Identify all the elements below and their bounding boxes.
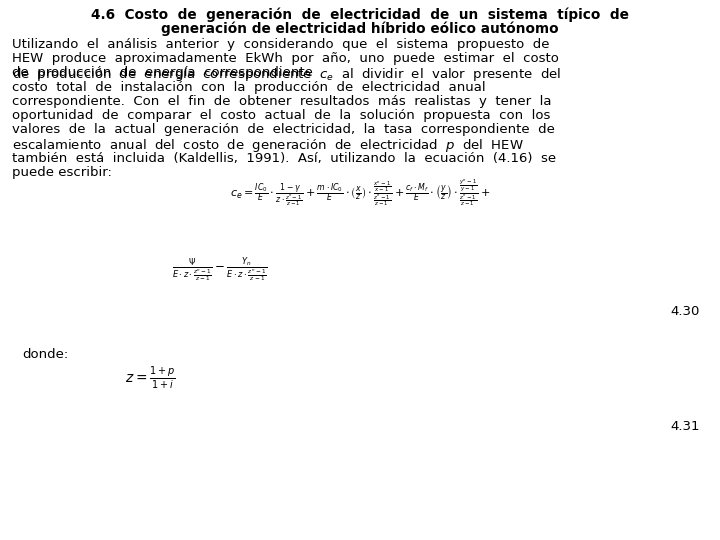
Text: 4.31: 4.31 [670,420,700,433]
Text: puede escribir:: puede escribir: [12,166,112,179]
Text: valores  de  la  actual  generación  de  electricidad,  la  tasa  correspondient: valores de la actual generación de elect… [12,123,555,136]
Text: HEW  produce  aproximadamente  EkWh  por  año,  uno  puede  estimar  el  costo: HEW produce aproximadamente EkWh por año… [12,52,559,65]
Text: oportunidad  de  comparar  el  costo  actual  de  la  solución  propuesta  con  : oportunidad de comparar el costo actual … [12,109,550,122]
Text: de  producción  de  energía  correspondiente: de producción de energía correspondiente [12,66,321,79]
Text: $z = \frac{1+p}{1+i}$: $z = \frac{1+p}{1+i}$ [125,364,175,391]
Text: de  producción  de  energía  correspondiente  $c_e$  al  dividir  el  valor  pre: de producción de energía correspondiente… [12,66,561,83]
Text: costo  total  de  instalación  con  la  producción  de  electricidad  anual: costo total de instalación con la produc… [12,80,485,93]
Text: escalamiento  anual  del  costo  de  generación  de  electricidad  $p$  del  HEW: escalamiento anual del costo de generaci… [12,137,524,154]
Text: donde:: donde: [22,348,68,361]
Text: correspondiente.  Con  el  fin  de  obtener  resultados  más  realistas  y  tene: correspondiente. Con el fin de obtener r… [12,95,552,108]
Text: $\frac{\Psi}{E \cdot z \cdot \frac{z^n-1}{z-1}} - \frac{Y_n}{E \cdot z \cdot \fr: $\frac{\Psi}{E \cdot z \cdot \frac{z^n-1… [172,255,268,285]
Text: Utilizando  el  análisis  anterior  y  considerando  que  el  sistema  propuesto: Utilizando el análisis anterior y consid… [12,38,549,51]
Text: $c_e = \frac{IC_0}{E} \cdot \frac{1-\gamma}{z \cdot \frac{z^n-1}{z-1}} + \frac{m: $c_e = \frac{IC_0}{E} \cdot \frac{1-\gam… [230,178,490,208]
Text: 4.30: 4.30 [670,305,700,318]
Text: 4.6  Costo  de  generación  de  electricidad  de  un  sistema  típico  de: 4.6 Costo de generación de electricidad … [91,8,629,23]
Text: generación de electricidad híbrido eólico autónomo: generación de electricidad híbrido eólic… [161,22,559,37]
Text: también  está  incluida  (Kaldellis,  1991).  Así,  utilizando  la  ecuación  (4: también está incluida (Kaldellis, 1991).… [12,152,556,165]
